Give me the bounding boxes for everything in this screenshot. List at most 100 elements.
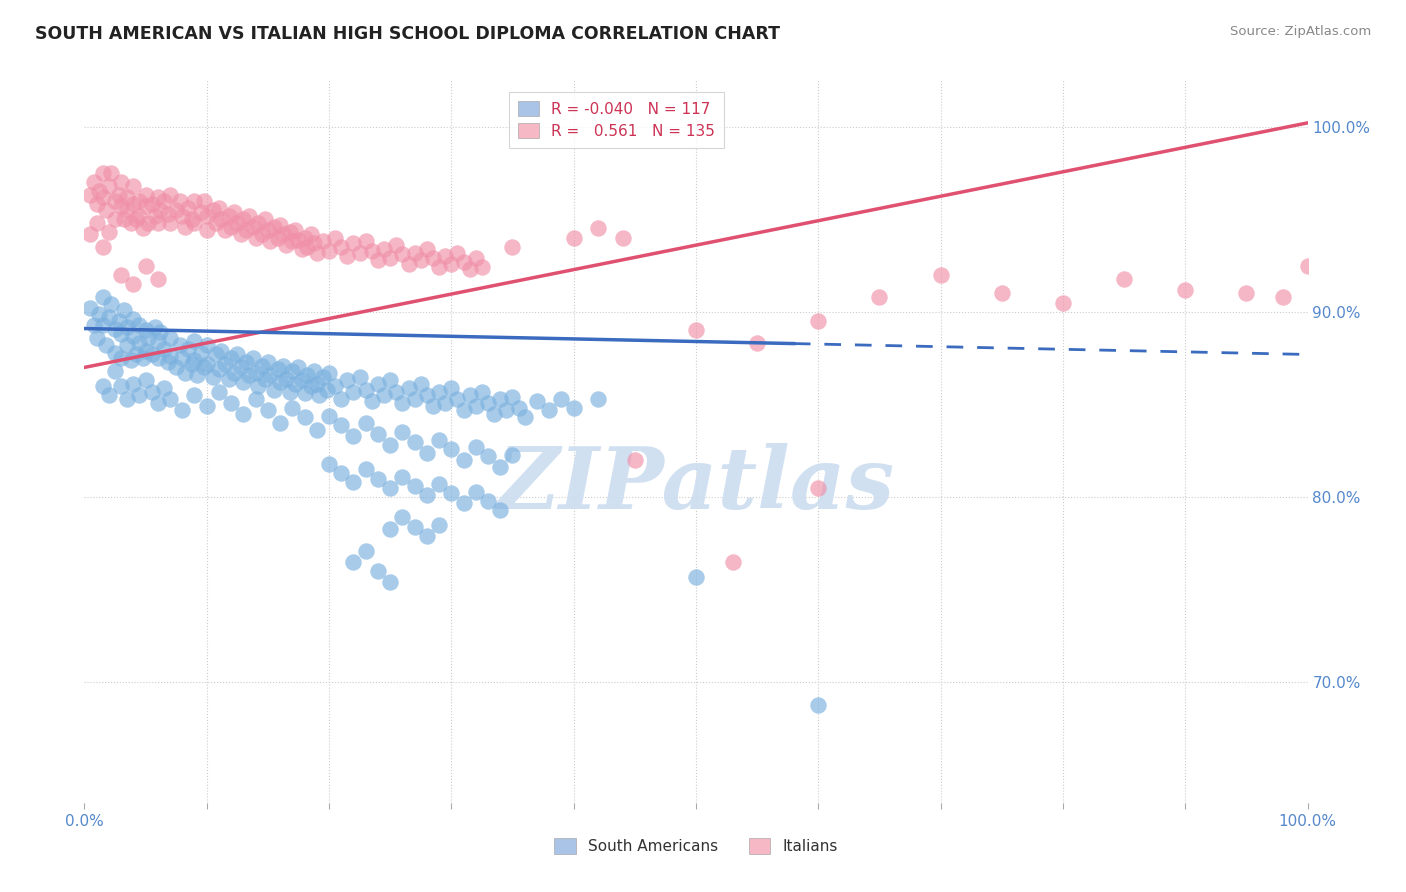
- Point: [380, 438, 402, 452]
- Point: [107, 188, 129, 202]
- Point: [550, 392, 572, 406]
- Point: [305, 377, 328, 392]
- Point: [205, 216, 228, 230]
- Point: [538, 403, 561, 417]
- Point: [360, 393, 382, 408]
- Point: [513, 410, 536, 425]
- Point: [146, 216, 169, 230]
- Point: [323, 379, 346, 393]
- Point: [135, 199, 157, 213]
- Point: [342, 429, 364, 443]
- Point: [222, 204, 245, 219]
- Point: [342, 384, 364, 399]
- Point: [87, 185, 110, 199]
- Point: [110, 327, 132, 342]
- Point: [229, 360, 252, 375]
- Point: [991, 286, 1014, 301]
- Point: [271, 227, 294, 241]
- Point: [404, 392, 426, 406]
- Point: [299, 227, 322, 241]
- Point: [242, 219, 264, 234]
- Text: ZIPatlas: ZIPatlas: [496, 443, 896, 526]
- Point: [416, 445, 439, 459]
- Point: [245, 366, 267, 380]
- Point: [125, 212, 148, 227]
- Point: [128, 318, 150, 332]
- Point: [201, 369, 224, 384]
- Point: [586, 221, 609, 235]
- Point: [97, 388, 120, 402]
- Point: [135, 188, 157, 202]
- Point: [229, 227, 252, 241]
- Point: [115, 190, 138, 204]
- Point: [169, 194, 191, 208]
- Point: [183, 216, 205, 230]
- Point: [122, 197, 145, 211]
- Point: [104, 345, 127, 359]
- Point: [110, 379, 132, 393]
- Point: [471, 260, 494, 275]
- Point: [247, 379, 270, 393]
- Point: [135, 343, 157, 358]
- Point: [125, 347, 148, 361]
- Point: [79, 188, 101, 202]
- Point: [219, 219, 242, 234]
- Point: [146, 271, 169, 285]
- Point: [367, 427, 389, 442]
- Point: [434, 249, 457, 263]
- Point: [318, 457, 340, 471]
- Point: [342, 475, 364, 490]
- Point: [278, 384, 301, 399]
- Point: [91, 190, 114, 204]
- Point: [416, 488, 439, 502]
- Text: SOUTH AMERICAN VS ITALIAN HIGH SCHOOL DIPLOMA CORRELATION CHART: SOUTH AMERICAN VS ITALIAN HIGH SCHOOL DI…: [35, 25, 780, 43]
- Point: [222, 366, 245, 380]
- Point: [135, 323, 157, 337]
- Point: [115, 202, 138, 217]
- Point: [276, 238, 298, 252]
- Point: [257, 403, 280, 417]
- Point: [132, 221, 155, 235]
- Point: [502, 390, 524, 404]
- Point: [1296, 259, 1319, 273]
- Point: [245, 392, 267, 406]
- Point: [404, 434, 426, 449]
- Point: [214, 223, 236, 237]
- Point: [100, 166, 122, 180]
- Point: [238, 368, 260, 382]
- Point: [409, 377, 432, 392]
- Point: [489, 460, 512, 475]
- Point: [232, 212, 254, 227]
- Point: [269, 416, 291, 430]
- Point: [929, 268, 952, 282]
- Point: [367, 377, 389, 392]
- Point: [318, 409, 340, 423]
- Point: [110, 351, 132, 366]
- Point: [367, 472, 389, 486]
- Point: [409, 252, 432, 267]
- Point: [380, 373, 402, 387]
- Point: [165, 360, 187, 375]
- Point: [458, 388, 481, 402]
- Point: [385, 384, 408, 399]
- Point: [354, 235, 377, 249]
- Point: [83, 175, 105, 189]
- Point: [284, 223, 307, 237]
- Point: [143, 209, 166, 223]
- Point: [354, 544, 377, 558]
- Point: [181, 212, 204, 227]
- Point: [312, 369, 335, 384]
- Point: [190, 345, 212, 359]
- Point: [380, 481, 402, 495]
- Point: [287, 360, 309, 375]
- Point: [422, 251, 444, 265]
- Point: [128, 209, 150, 223]
- Point: [218, 371, 240, 385]
- Point: [464, 484, 486, 499]
- Point: [159, 216, 181, 230]
- Point: [122, 329, 145, 343]
- Point: [96, 202, 118, 217]
- Point: [294, 386, 316, 401]
- Point: [91, 240, 114, 254]
- Point: [508, 401, 530, 416]
